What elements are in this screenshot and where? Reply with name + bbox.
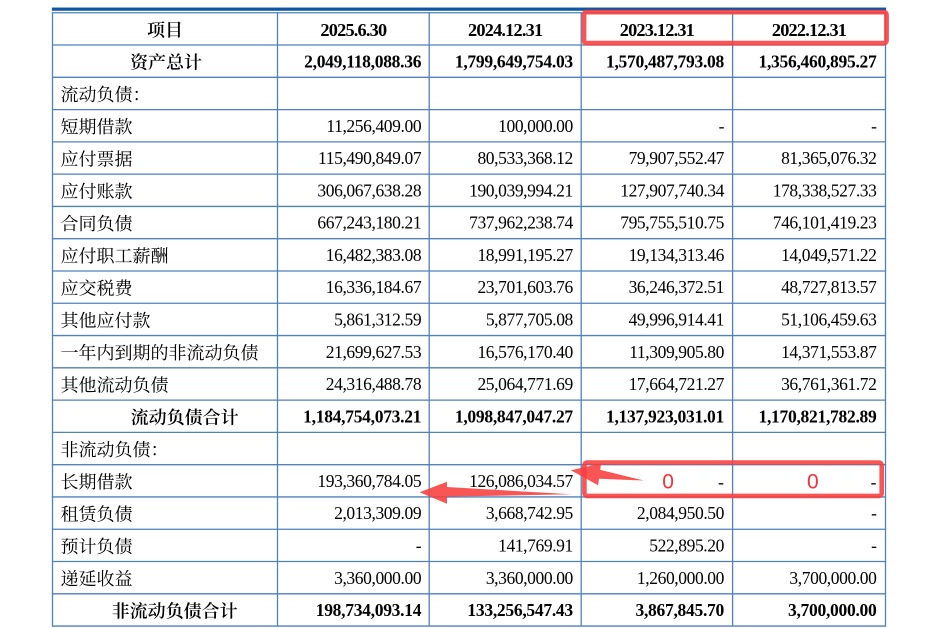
svg-text:16,336,184.67: 16,336,184.67	[326, 277, 422, 297]
svg-text:-: -	[719, 116, 725, 136]
svg-text:-: -	[416, 535, 422, 555]
svg-text:36,246,372.51: 36,246,372.51	[629, 277, 724, 297]
svg-text:3,360,000.00: 3,360,000.00	[486, 568, 574, 588]
svg-text:3,700,000.00: 3,700,000.00	[789, 568, 877, 588]
svg-text:667,243,180.21: 667,243,180.21	[317, 213, 421, 233]
svg-text:2025.6.30: 2025.6.30	[320, 20, 387, 40]
svg-text:80,533,368.12: 80,533,368.12	[477, 148, 572, 168]
svg-text:126,086,034.57: 126,086,034.57	[469, 471, 573, 491]
svg-text:19,134,313.46: 19,134,313.46	[629, 245, 725, 265]
svg-text:5,861,312.59: 5,861,312.59	[334, 310, 422, 330]
svg-text:1,260,000.00: 1,260,000.00	[637, 568, 725, 588]
svg-text:5,877,705.08: 5,877,705.08	[486, 310, 574, 330]
svg-text:11,309,905.80: 11,309,905.80	[629, 342, 724, 362]
svg-text:1,170,821,782.89: 1,170,821,782.89	[758, 406, 877, 426]
svg-text:2022.12.31: 2022.12.31	[772, 20, 847, 40]
svg-text:2,049,118,088.36: 2,049,118,088.36	[304, 51, 422, 71]
svg-text:-: -	[871, 116, 877, 136]
svg-text:193,360,784.05: 193,360,784.05	[317, 471, 421, 491]
svg-text:198,734,093.14: 198,734,093.14	[316, 600, 422, 620]
svg-text:11,256,409.00: 11,256,409.00	[326, 116, 421, 136]
svg-text:1,356,460,895.27: 1,356,460,895.27	[758, 51, 877, 71]
svg-text:-: -	[871, 535, 877, 555]
svg-text:14,049,571.22: 14,049,571.22	[781, 245, 876, 265]
svg-text:25,064,771.69: 25,064,771.69	[477, 374, 573, 394]
svg-text:16,482,383.08: 16,482,383.08	[326, 245, 422, 265]
svg-text:2024.12.31: 2024.12.31	[468, 20, 543, 40]
svg-text:178,338,527.33: 178,338,527.33	[773, 180, 877, 200]
svg-text:0: 0	[662, 471, 674, 494]
svg-text:2023.12.31: 2023.12.31	[620, 20, 695, 40]
svg-text:81,365,076.32: 81,365,076.32	[781, 148, 876, 168]
svg-text:36,761,361.72: 36,761,361.72	[781, 374, 876, 394]
svg-text:795,755,510.75: 795,755,510.75	[620, 213, 724, 233]
svg-text:3,700,000.00: 3,700,000.00	[788, 600, 877, 620]
svg-text:2,084,950.50: 2,084,950.50	[637, 503, 725, 523]
svg-text:51,106,459.63: 51,106,459.63	[781, 310, 877, 330]
svg-text:-: -	[871, 503, 877, 523]
svg-text:79,907,552.47: 79,907,552.47	[629, 148, 725, 168]
svg-text:3,360,000.00: 3,360,000.00	[334, 568, 422, 588]
svg-text:190,039,994.21: 190,039,994.21	[469, 180, 573, 200]
svg-text:18,991,195.27: 18,991,195.27	[477, 245, 573, 265]
svg-text:23,701,603.76: 23,701,603.76	[477, 277, 573, 297]
svg-text:-: -	[871, 472, 877, 492]
svg-text:1,098,847,047.27: 1,098,847,047.27	[455, 406, 574, 426]
svg-text:21,699,627.53: 21,699,627.53	[326, 342, 422, 362]
svg-text:48,727,813.57: 48,727,813.57	[781, 277, 877, 297]
svg-text:17,664,721.27: 17,664,721.27	[629, 374, 725, 394]
svg-text:133,256,547.43: 133,256,547.43	[467, 600, 573, 620]
svg-text:3,867,845.70: 3,867,845.70	[635, 600, 724, 620]
svg-text:522,895.20: 522,895.20	[649, 535, 724, 555]
svg-text:1,799,649,754.03: 1,799,649,754.03	[455, 51, 574, 71]
svg-text:746,101,419.23: 746,101,419.23	[773, 213, 877, 233]
svg-text:1,184,754,073.21: 1,184,754,073.21	[303, 406, 421, 426]
svg-text:306,067,638.28: 306,067,638.28	[317, 180, 421, 200]
svg-text:1,137,923,031.01: 1,137,923,031.01	[606, 406, 724, 426]
svg-text:2,013,309.09: 2,013,309.09	[334, 503, 422, 523]
svg-text:49,996,914.41: 49,996,914.41	[629, 310, 724, 330]
svg-text:737,962,238.74: 737,962,238.74	[469, 213, 573, 233]
svg-text:141,769.91: 141,769.91	[498, 535, 573, 555]
svg-text:-: -	[718, 472, 724, 492]
svg-text:16,576,170.40: 16,576,170.40	[477, 342, 573, 362]
svg-text:24,316,488.78: 24,316,488.78	[326, 374, 422, 394]
svg-text:100,000.00: 100,000.00	[498, 116, 573, 136]
svg-text:0: 0	[807, 471, 819, 494]
svg-text:115,490,849.07: 115,490,849.07	[318, 148, 422, 168]
svg-text:127,907,740.34: 127,907,740.34	[620, 180, 724, 200]
svg-text:3,668,742.95: 3,668,742.95	[486, 503, 574, 523]
svg-text:14,371,553.87: 14,371,553.87	[781, 342, 877, 362]
svg-text:1,570,487,793.08: 1,570,487,793.08	[606, 51, 725, 71]
